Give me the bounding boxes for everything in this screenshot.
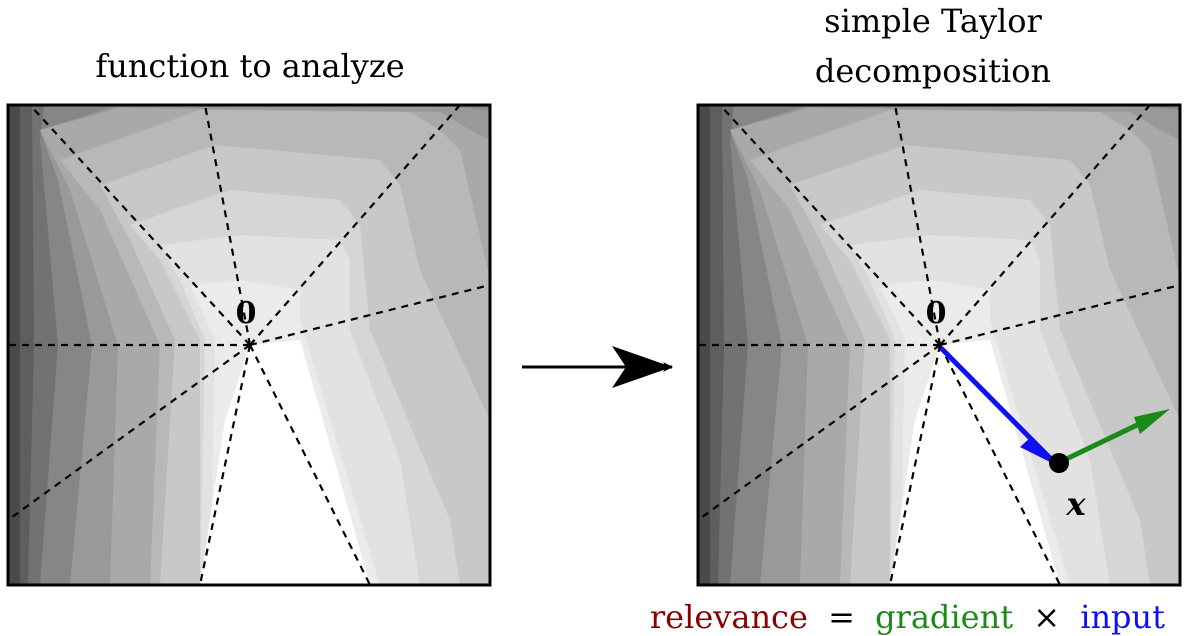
right-panel-title-line2: decomposition bbox=[815, 52, 1051, 90]
right-boundary-6 bbox=[893, 104, 942, 346]
right-boundary-3 bbox=[939, 344, 1061, 586]
right-boundary-2 bbox=[888, 344, 942, 586]
left-boundary-4 bbox=[249, 283, 491, 347]
left-boundary-1 bbox=[7, 344, 251, 521]
right-arrow-head bbox=[612, 346, 672, 388]
left-panel-frame bbox=[6, 103, 492, 587]
right-heatmap bbox=[698, 105, 1180, 585]
formula-gradient: gradient bbox=[875, 598, 1013, 636]
right-boundary-1 bbox=[697, 344, 941, 521]
formula: relevance = gradient × input bbox=[650, 598, 1165, 636]
left-heatmap bbox=[8, 105, 490, 585]
formula-relevance: relevance bbox=[650, 598, 808, 636]
right-band-11 bbox=[890, 340, 1060, 585]
left-origin-label: 0 bbox=[236, 296, 257, 331]
right-boundary-7 bbox=[719, 104, 941, 346]
right-panel-frame bbox=[696, 103, 1182, 587]
left-region-boundaries bbox=[7, 104, 491, 586]
left-band-11 bbox=[200, 340, 370, 585]
left-boundary-5 bbox=[249, 104, 461, 346]
left-boundary-3 bbox=[249, 344, 371, 586]
left-boundary-7 bbox=[29, 104, 251, 346]
right-panel-title-line1: simple Taylor bbox=[824, 2, 1042, 40]
left-boundary-6 bbox=[203, 104, 252, 346]
left-boundary-2 bbox=[198, 344, 252, 586]
right-origin-label: 0 bbox=[926, 296, 947, 331]
right-boundary-4 bbox=[939, 283, 1181, 347]
point-label: x bbox=[1065, 485, 1086, 523]
blue-arrow-head bbox=[1020, 437, 1058, 466]
right-boundary-5 bbox=[939, 104, 1151, 346]
right-region-boundaries bbox=[697, 104, 1181, 586]
formula-times: × bbox=[1033, 598, 1060, 636]
formula-input: input bbox=[1080, 598, 1165, 636]
green-arrow-head bbox=[1134, 409, 1170, 434]
left-panel-title: function to analyze bbox=[95, 47, 404, 85]
formula-equals: = bbox=[828, 598, 855, 636]
input-point bbox=[1049, 453, 1069, 473]
